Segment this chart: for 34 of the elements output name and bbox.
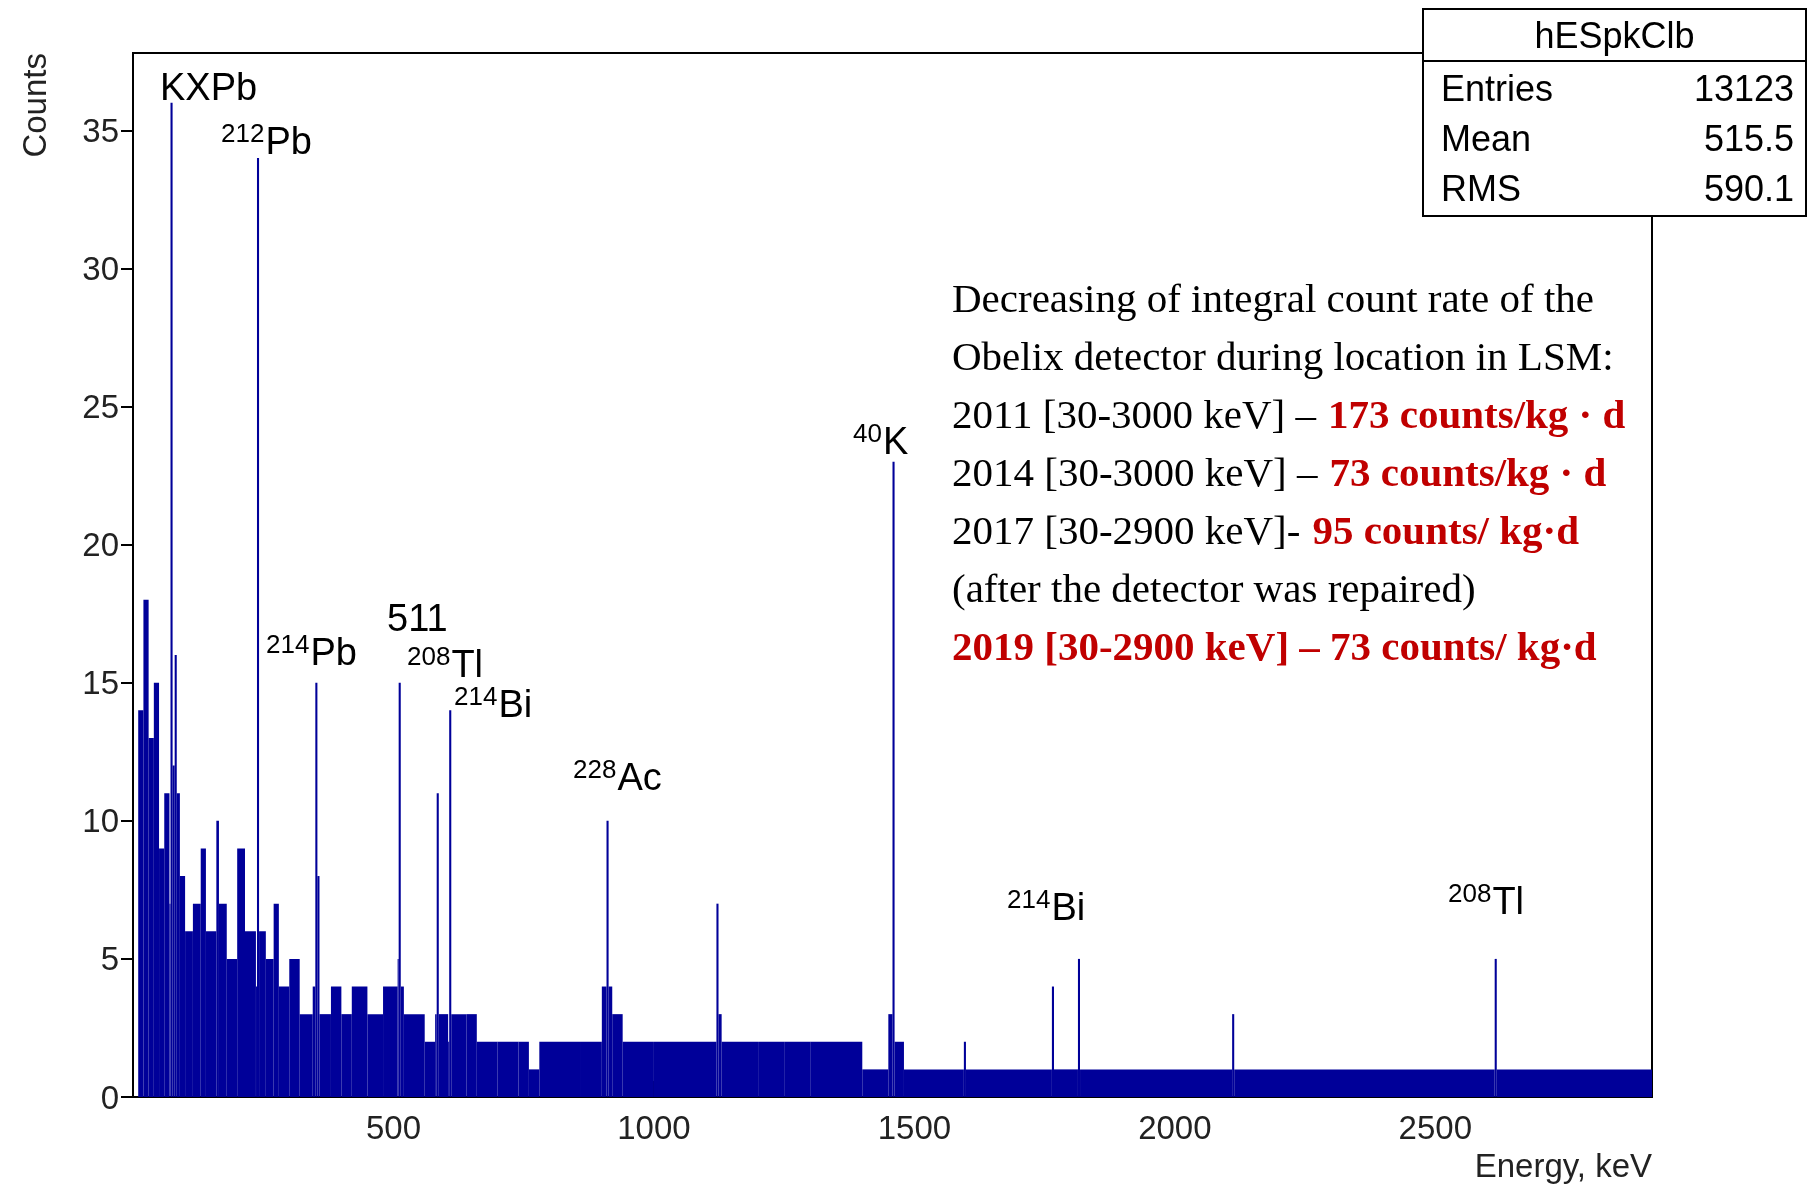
annotation: 2019 [30-2900 keV] – 73 counts/ kg·d bbox=[952, 622, 1597, 669]
annotation: KXPb bbox=[160, 66, 258, 108]
x-axis-title: Energy, keV bbox=[1474, 1147, 1652, 1184]
annotation: 95 counts/ kg·d bbox=[1312, 506, 1580, 553]
text: 13123 bbox=[1693, 67, 1794, 109]
y-tick-label: 30 bbox=[82, 249, 119, 287]
x-tick-label: 1000 bbox=[617, 1109, 691, 1146]
y-tick-label: 5 bbox=[100, 940, 119, 978]
annotation: 2017 [30-2900 keV]- bbox=[952, 506, 1301, 553]
annotation: 511 bbox=[387, 597, 448, 639]
y-tick-label: 10 bbox=[82, 802, 119, 840]
x-tick-label: 2500 bbox=[1398, 1109, 1473, 1146]
y-tick-label: 0 bbox=[100, 1078, 119, 1116]
annotation: Decreasing of integral count rate of the bbox=[952, 274, 1595, 321]
annotation: hESpkClb bbox=[1534, 14, 1695, 56]
y-tick-label: 15 bbox=[82, 664, 119, 702]
y-axis-title: Counts bbox=[16, 53, 53, 158]
y-tick-label: 20 bbox=[82, 526, 119, 564]
annotation: 2014 [30-3000 keV] – bbox=[952, 448, 1319, 495]
x-tick-label: 500 bbox=[365, 1109, 421, 1146]
text: 515.5 bbox=[1703, 117, 1794, 159]
x-tick-label: 1500 bbox=[877, 1109, 952, 1146]
x-tick-label: 2000 bbox=[1138, 1109, 1212, 1146]
text: 590.1 bbox=[1703, 167, 1794, 209]
annotation: Obelix detector during location in LSM: bbox=[952, 332, 1614, 379]
annotation: (after the detector was repaired) bbox=[952, 564, 1476, 611]
annotation: 173 counts/kg · d bbox=[1328, 390, 1626, 437]
y-tick-label: 35 bbox=[82, 111, 119, 149]
annotation: 73 counts/kg · d bbox=[1329, 448, 1607, 495]
annotation: 2011 [30-3000 keV] – bbox=[952, 390, 1317, 437]
annotation: RMS bbox=[1441, 167, 1521, 209]
y-tick-label: 25 bbox=[82, 388, 119, 426]
annotation: Entries bbox=[1441, 67, 1554, 109]
annotation: Mean bbox=[1441, 117, 1532, 159]
